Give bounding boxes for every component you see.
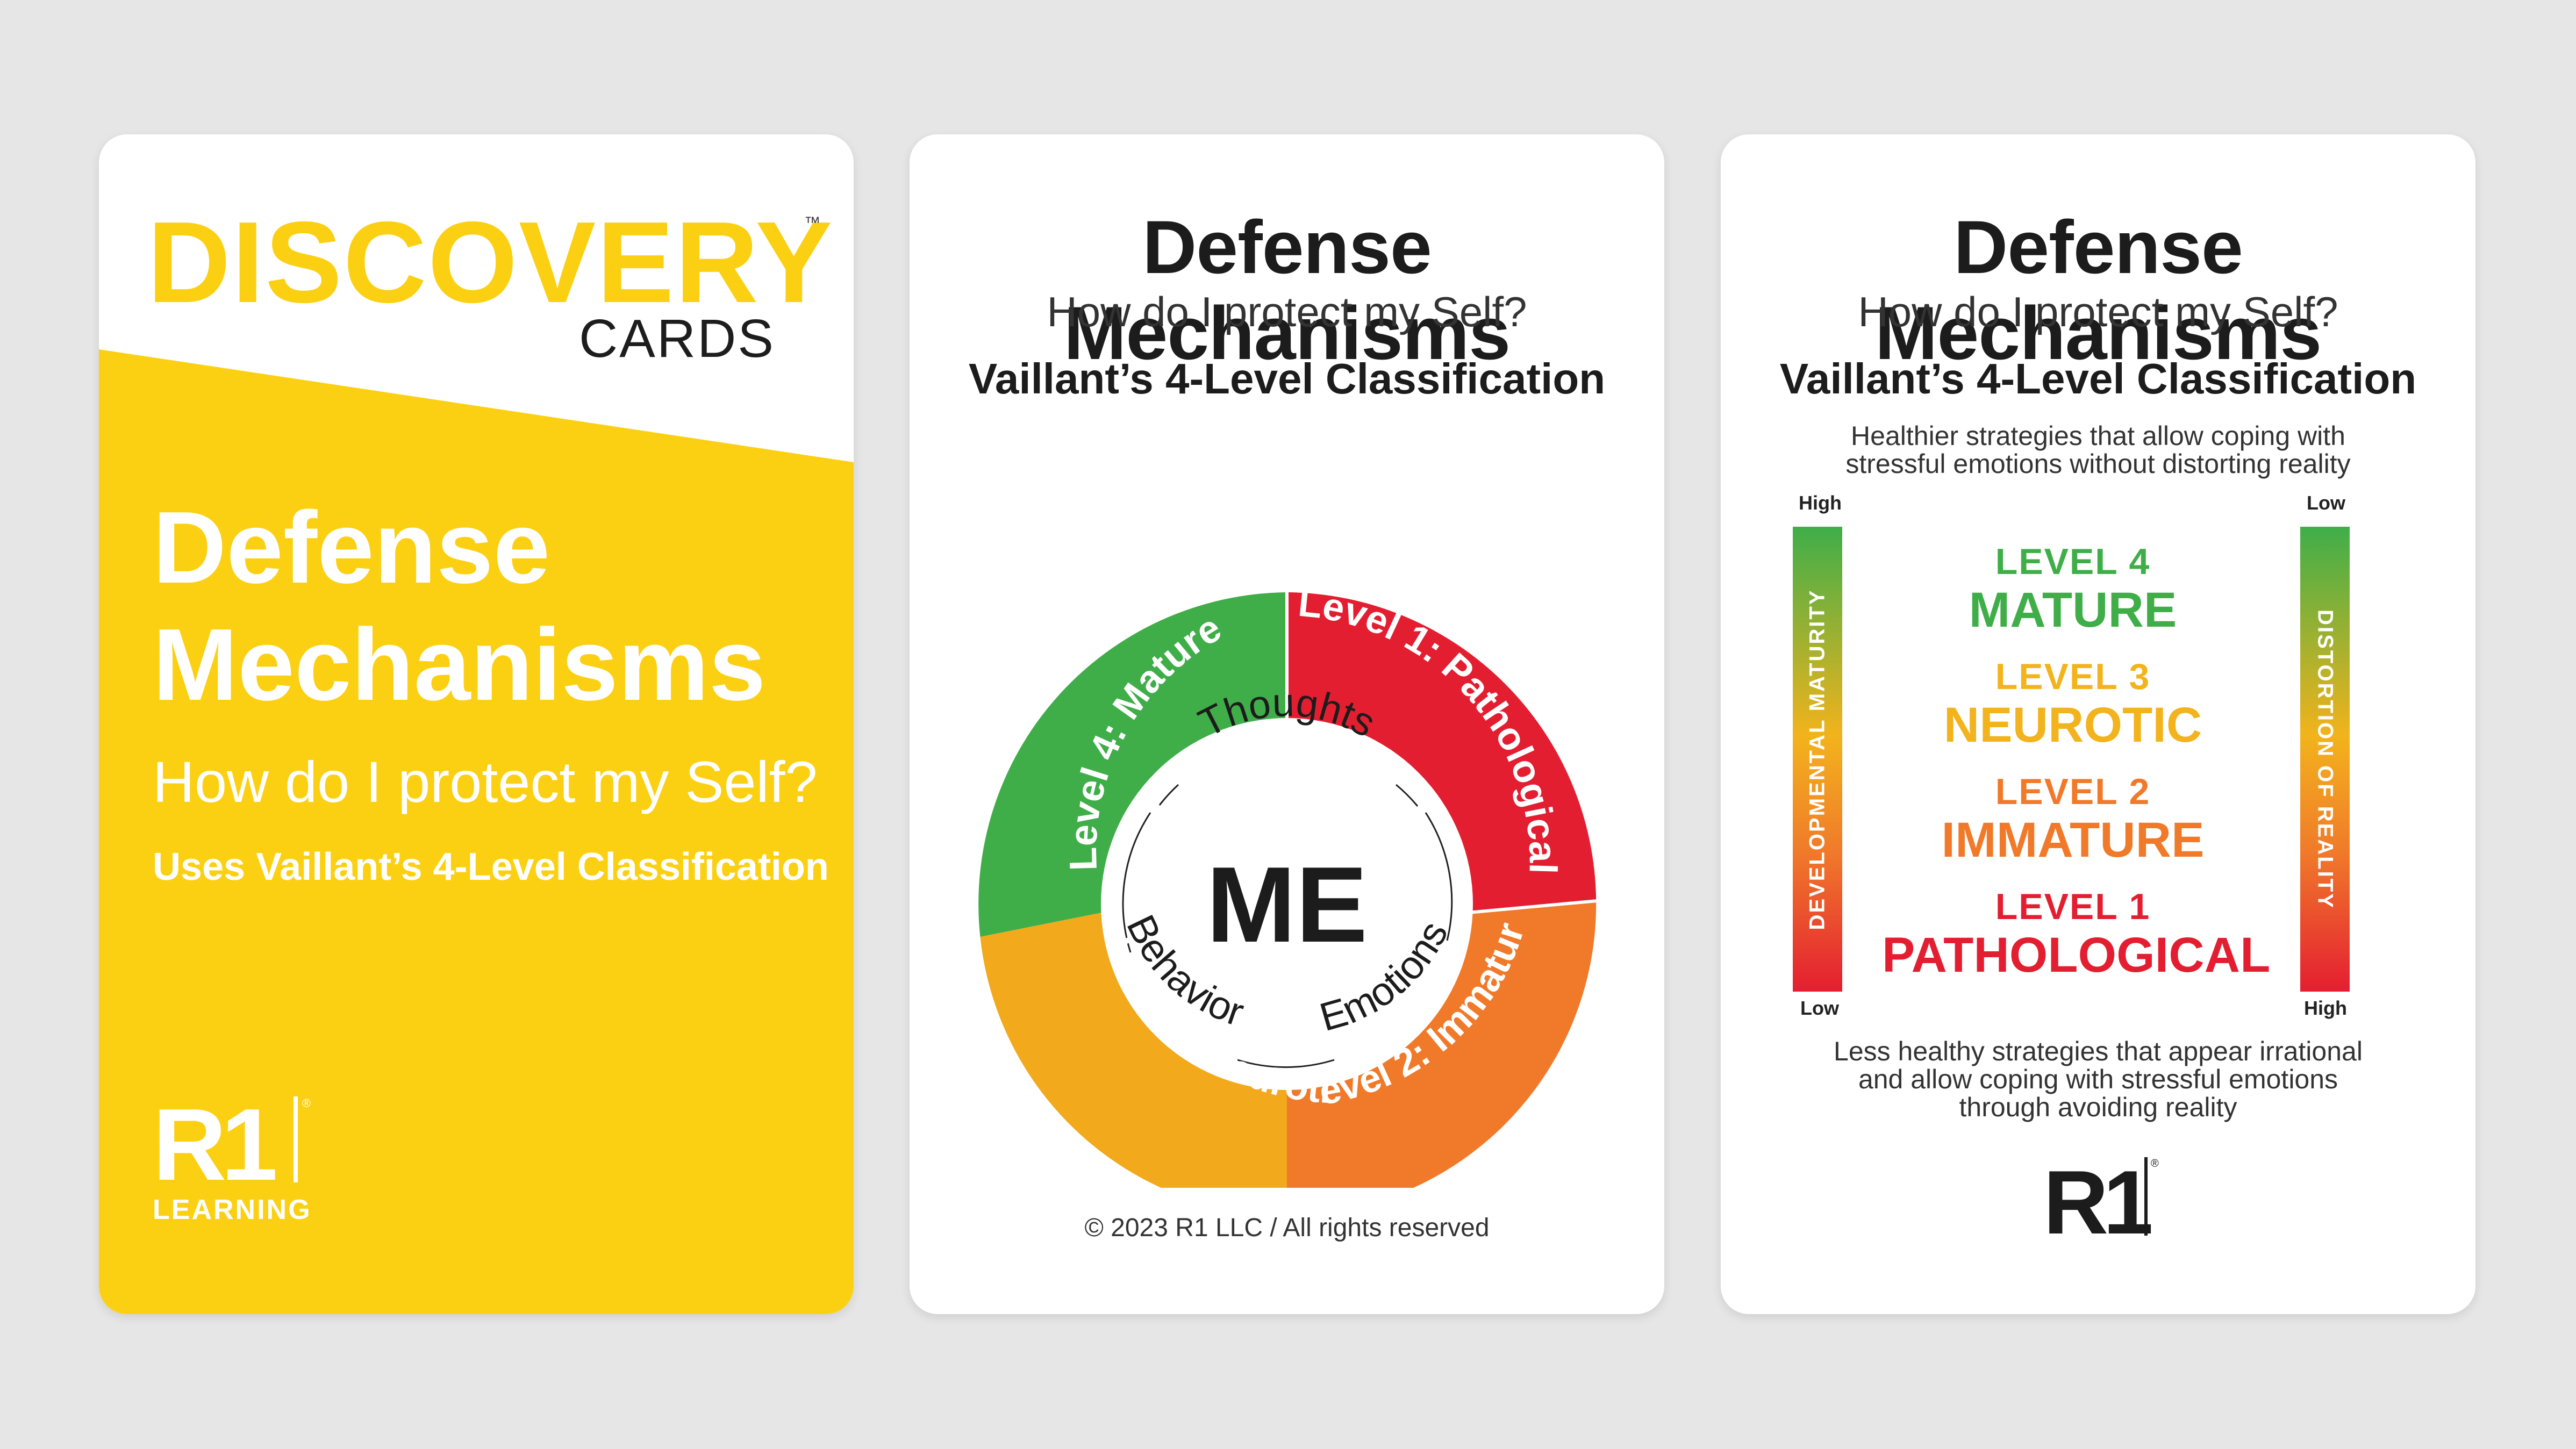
cover-card: DISCOVERY ™ CARDS Defense Mechanisms How… xyxy=(99,134,854,1314)
level-item: LEVEL 4 MATURE xyxy=(1882,540,2264,637)
unhealthy-note-line-3: through avoiding reality xyxy=(1959,1092,2237,1122)
level-number: LEVEL 4 xyxy=(1995,541,2151,582)
cover-note: Uses Vaillant’s 4-Level Classification xyxy=(153,845,829,888)
distortion-of-reality-label: DISTORTION OF REALITY xyxy=(2313,609,2337,909)
level-name: MATURE xyxy=(1969,583,2177,637)
inner-disc xyxy=(1101,718,1473,1090)
cover-background xyxy=(99,349,854,1314)
r1-logo-letters: R1 xyxy=(153,1091,275,1188)
cover-title-line-2: Mechanisms xyxy=(153,608,766,722)
r1-logo-bar xyxy=(294,1096,298,1182)
unhealthy-strategies-note: Less healthy strategies that appear irra… xyxy=(1774,1037,2422,1121)
left-bar-top-label: High xyxy=(1799,492,1842,514)
r1-logo: R1 ® xyxy=(2043,1152,2162,1253)
developmental-maturity-label: DEVELOPMENTAL MATURITY xyxy=(1805,589,1829,930)
classification-heading: Vaillant’s 4-Level Classification xyxy=(1779,355,2417,403)
copyright-notice: © 2023 R1 LLC / All rights reserved xyxy=(1084,1214,1490,1242)
right-bar-bottom-label: High xyxy=(2304,997,2347,1019)
right-bar-top-label: Low xyxy=(2307,492,2345,514)
healthy-note-line-1: Healthier strategies that allow coping w… xyxy=(1851,421,2345,451)
r1-logo-bar xyxy=(2144,1157,2148,1236)
r1-logo-mark: R1 ® xyxy=(2043,1152,2159,1253)
segment-level-4 xyxy=(978,592,1287,937)
segment-level-3 xyxy=(980,913,1287,1188)
unhealthy-note-line-1: Less healthy strategies that appear irra… xyxy=(1834,1036,2363,1066)
classification-heading: Vaillant’s 4-Level Classification xyxy=(968,355,1606,403)
r1-learning-logo: R1 ® LEARNING xyxy=(153,1088,314,1226)
wheel-card: Defense Mechanisms How do I protect my S… xyxy=(910,134,1664,1314)
defense-wheel: Level 1: Pathological Level 4: Mature Le… xyxy=(910,435,1597,1188)
inner-circle-arc xyxy=(1425,812,1453,941)
level-item: LEVEL 3 NEUROTIC xyxy=(1882,655,2264,752)
developmental-maturity-bar: DEVELOPMENTAL MATURITY xyxy=(1793,527,1842,992)
brand-title: DISCOVERY xyxy=(147,197,834,327)
level-number: LEVEL 1 xyxy=(1995,886,2151,927)
segment-level-1 xyxy=(1287,592,1597,913)
inner-circle-arc xyxy=(1122,812,1151,953)
healthy-strategies-note: Healthier strategies that allow coping w… xyxy=(1774,422,2422,478)
cover-subtitle: How do I protect my Self? xyxy=(153,749,818,814)
registered-symbol: ® xyxy=(302,1096,311,1110)
inner-circle-arc xyxy=(1237,1059,1335,1068)
card-title: Defense Mechanisms xyxy=(1063,205,1511,375)
level-item: LEVEL 2 IMMATURE xyxy=(1882,770,2264,867)
level-name: IMMATURE xyxy=(1941,813,2205,867)
card-title: Defense Mechanisms xyxy=(1874,205,2322,375)
r1-logo-letters: R1 xyxy=(2043,1153,2151,1239)
healthy-note-line-2: stressful emotions without distorting re… xyxy=(1845,449,2351,479)
level-name: PATHOLOGICAL xyxy=(1882,928,2271,982)
r1-logo-mark: R1 ® xyxy=(153,1088,311,1202)
distortion-of-reality-bar: DISTORTION OF REALITY xyxy=(2300,527,2350,992)
inner-circle-arc xyxy=(1396,784,1419,807)
left-bar-bottom-label: Low xyxy=(1800,997,1839,1019)
cover-title: Defense Mechanisms xyxy=(153,489,808,723)
center-label: ME xyxy=(1206,845,1368,965)
level-number: LEVEL 2 xyxy=(1995,771,2151,812)
inner-circle-arc xyxy=(1158,784,1179,806)
r1-logo-word: LEARNING xyxy=(153,1194,312,1225)
trademark-symbol: ™ xyxy=(804,214,820,232)
separator-line xyxy=(1471,899,1597,914)
registered-symbol: ® xyxy=(2151,1158,2159,1170)
level-number: LEVEL 3 xyxy=(1995,656,2151,697)
card-subtitle: How do I protect my Self? xyxy=(1858,288,2338,335)
unhealthy-note-line-2: and allow coping with stressful emotions xyxy=(1858,1064,2338,1094)
segment-level-2 xyxy=(1287,901,1597,1188)
level-name: NEUROTIC xyxy=(1943,698,2202,752)
level-item: LEVEL 1 PATHOLOGICAL xyxy=(1882,885,2271,982)
levels-card: Defense Mechanisms How do I protect my S… xyxy=(1721,134,2475,1314)
card-subtitle: How do I protect my Self? xyxy=(1047,288,1527,335)
brand-subtitle: CARDS xyxy=(578,309,775,369)
cover-title-line-1: Defense xyxy=(153,491,550,605)
levels-list: LEVEL 4 MATURE LEVEL 3 NEUROTIC LEVEL 2 … xyxy=(1882,540,2271,1000)
